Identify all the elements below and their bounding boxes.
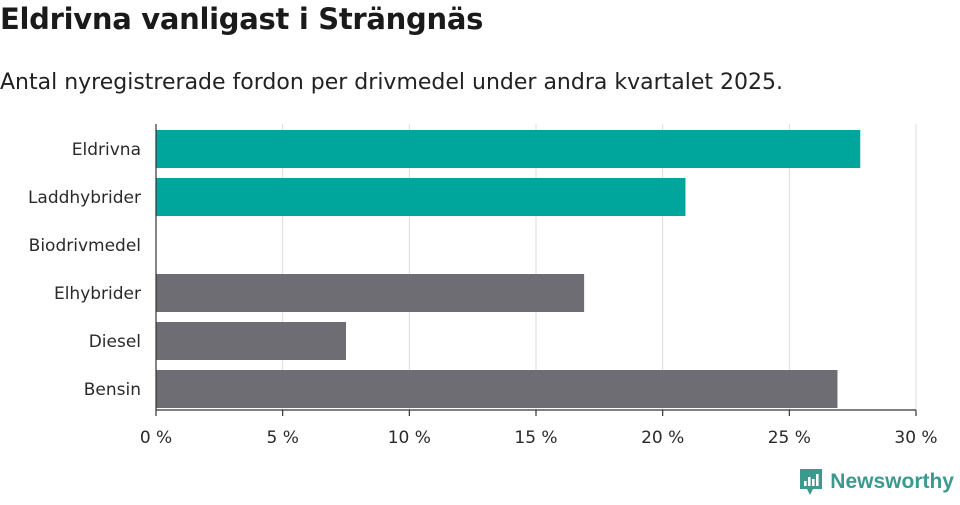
- chart-subtitle: Antal nyregistrerade fordon per drivmede…: [0, 70, 783, 95]
- chart-title: Eldrivna vanligast i Strängnäs: [0, 2, 484, 36]
- category-label: Bensin: [84, 380, 141, 400]
- bar: [156, 370, 838, 408]
- category-label: Biodrivmedel: [29, 236, 141, 256]
- bar: [156, 178, 686, 216]
- x-tick-label: 20 %: [641, 428, 684, 448]
- bar: [156, 322, 346, 360]
- x-tick-label: 25 %: [768, 428, 811, 448]
- x-tick-label: 0 %: [140, 428, 172, 448]
- category-label: Laddhybrider: [28, 188, 141, 208]
- x-tick-label: 30 %: [894, 428, 937, 448]
- category-label: Elhybrider: [54, 284, 141, 304]
- category-label: Diesel: [89, 332, 141, 352]
- x-tick-label: 15 %: [514, 428, 557, 448]
- x-tick-label: 5 %: [266, 428, 298, 448]
- category-label: Eldrivna: [72, 140, 141, 160]
- bar: [156, 274, 585, 312]
- bar: [156, 130, 861, 168]
- x-tick-label: 10 %: [388, 428, 431, 448]
- newsworthy-logo-icon: [800, 469, 823, 495]
- brand-logo[interactable]: Newsworthy: [798, 467, 954, 497]
- brand-name: Newsworthy: [830, 470, 954, 493]
